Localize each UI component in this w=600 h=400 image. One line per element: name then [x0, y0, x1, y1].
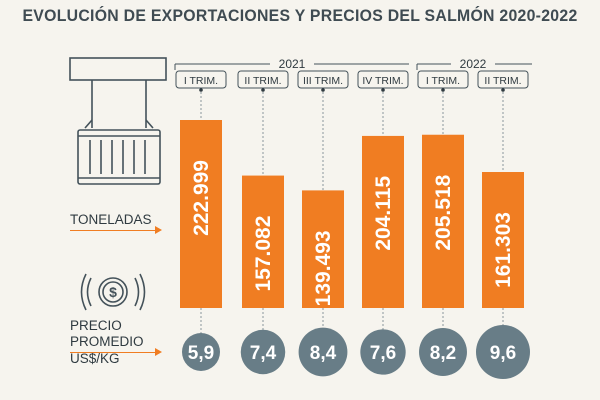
bar — [422, 134, 464, 308]
svg-text:$: $ — [109, 284, 117, 300]
bar — [180, 120, 222, 308]
price-value-label: 8,2 — [430, 343, 456, 364]
quarter-label: III TRIM. — [303, 75, 343, 87]
quarter-label: I TRIM. — [184, 75, 218, 87]
price-circle — [298, 327, 348, 377]
leader-dot — [199, 88, 203, 92]
year-groups: 2021 2022 — [174, 57, 532, 71]
bar — [242, 175, 284, 308]
tons-arrow — [70, 230, 156, 231]
bar-value-label: 205.518 — [432, 174, 455, 250]
tons-label: TONELADAS — [70, 212, 152, 227]
bar — [302, 190, 344, 308]
bar-value-label: 139.493 — [312, 230, 335, 306]
page-title: EVOLUCIÓN DE EXPORTACIONES Y PRECIOS DEL… — [22, 6, 578, 25]
price-circles: 5,9 7,4 8,4 7,6 8,2 9,6 — [182, 325, 530, 379]
shipping-container-icon — [69, 57, 167, 185]
quarter-pill — [175, 70, 227, 89]
quarter-pill — [477, 70, 529, 89]
price-arrow — [70, 352, 156, 353]
bars: 222.999 157.082 139.493 204.115 205.518 161.3… — [180, 120, 524, 308]
leader-dot — [381, 88, 385, 92]
quarter-label: II TRIM. — [244, 75, 281, 87]
quarter-label: I TRIM. — [426, 75, 460, 87]
leader-dot — [441, 88, 445, 92]
bar-value-label: 222.999 — [190, 160, 213, 236]
price-label-3: US$/KG — [70, 351, 120, 366]
leader-dot — [501, 88, 505, 92]
bar-value-label: 157.082 — [252, 216, 275, 292]
price-arrow-head — [155, 348, 162, 356]
leader-dot — [321, 88, 325, 92]
quarter-labels: I TRIM. II TRIM. III TRIM. IV TRIM. I TRIM. I… — [175, 70, 529, 92]
year-label: 2022 — [460, 57, 487, 71]
price-value-label: 9,6 — [490, 343, 516, 364]
price-circle — [476, 325, 530, 379]
price-circle — [360, 329, 406, 375]
price-label-1: PRECIO — [70, 318, 122, 333]
price-circle — [182, 333, 220, 371]
bar-value-label: 204.115 — [372, 176, 395, 251]
year-label: 2021 — [279, 57, 306, 71]
price-label-2: PROMEDIO — [70, 334, 144, 349]
leader-dot — [261, 88, 265, 92]
quarter-pill — [357, 70, 409, 89]
quarter-pill — [237, 70, 289, 89]
quarter-label: II TRIM. — [484, 75, 521, 87]
price-circle — [419, 328, 467, 376]
quarter-pill — [297, 70, 349, 89]
dollar-coin-icon: $ — [80, 273, 146, 311]
bar — [362, 135, 404, 308]
price-circle — [240, 329, 286, 375]
quarter-pill — [417, 70, 469, 89]
price-value-label: 8,4 — [310, 343, 337, 364]
price-value-label: 7,4 — [250, 343, 277, 364]
bar — [482, 172, 524, 308]
price-value-label: 5,9 — [188, 343, 214, 364]
price-value-label: 7,6 — [370, 343, 396, 364]
tons-arrow-head — [155, 226, 162, 234]
bar-value-label: 161.303 — [492, 212, 515, 288]
quarter-label: IV TRIM. — [362, 75, 403, 87]
